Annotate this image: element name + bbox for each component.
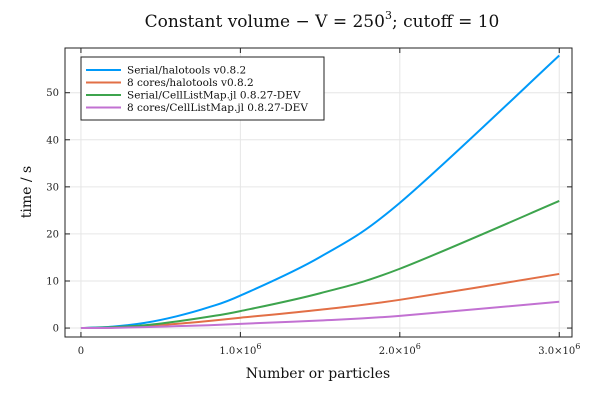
y-axis-ticks: 0 10 20 30 40 50 — [46, 88, 572, 335]
y-tick-label: 10 — [46, 276, 59, 287]
legend-box — [80, 56, 325, 121]
legend-label: 8 cores/CellListMap.jl 0.8.27-DEV — [127, 102, 308, 114]
y-tick-label: 0 — [53, 324, 59, 335]
x-axis-label: Number or particles — [246, 366, 390, 382]
legend-label: Serial/CellListMap.jl 0.8.27-DEV — [127, 90, 301, 102]
plot-frame — [64, 47, 573, 338]
legend-label: Serial/halotools v0.8.2 — [127, 65, 246, 77]
x-tick-label: 2.0×106 — [379, 342, 421, 357]
x-tick-label: 3.0×106 — [538, 342, 580, 357]
series-lines — [80, 54, 560, 330]
y-axis-label: time / s — [19, 166, 35, 218]
y-tick-label: 40 — [46, 135, 59, 146]
y-tick-label: 30 — [46, 182, 59, 193]
series-line-3 — [80, 300, 560, 330]
series-line-0 — [80, 54, 560, 330]
legend-label: 8 cores/halotools v0.8.2 — [127, 77, 254, 89]
x-tick-label: 0 — [78, 346, 84, 357]
legend: Serial/halotools v0.8.28 cores/halotools… — [80, 56, 325, 121]
x-axis-ticks: 0 1.0×106 2.0×106 3.0×106 — [78, 48, 580, 357]
y-tick-label: 50 — [46, 88, 59, 99]
x-tick-label: 1.0×106 — [219, 342, 261, 357]
series-line-2 — [80, 200, 560, 330]
grid — [65, 48, 572, 337]
y-tick-label: 20 — [46, 229, 59, 240]
chart-title: Constant volume − V = 2503; cutoff = 10 — [145, 9, 500, 32]
